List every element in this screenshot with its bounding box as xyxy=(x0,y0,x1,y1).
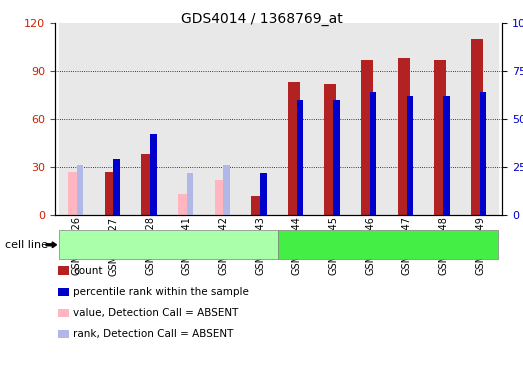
Bar xyxy=(389,23,425,215)
Bar xyxy=(352,23,389,215)
Bar xyxy=(435,60,446,215)
Bar xyxy=(205,23,242,215)
Bar xyxy=(462,23,498,215)
Bar xyxy=(444,96,450,215)
Bar xyxy=(187,173,193,215)
Bar xyxy=(113,159,120,215)
Bar xyxy=(407,96,413,215)
Text: cell line: cell line xyxy=(5,240,48,250)
Bar xyxy=(68,172,79,215)
Bar xyxy=(471,39,483,215)
Bar xyxy=(398,58,410,215)
Text: value, Detection Call = ABSENT: value, Detection Call = ABSENT xyxy=(73,308,238,318)
Bar xyxy=(297,100,303,215)
Bar xyxy=(150,134,156,215)
Bar xyxy=(223,165,230,215)
Bar xyxy=(324,84,336,215)
Bar xyxy=(77,165,83,215)
Bar xyxy=(260,173,267,215)
Bar xyxy=(59,23,95,215)
Bar xyxy=(361,60,373,215)
Bar xyxy=(242,23,278,215)
Bar xyxy=(95,23,132,215)
Bar xyxy=(132,23,168,215)
Bar xyxy=(214,180,226,215)
Bar xyxy=(168,23,205,215)
Bar xyxy=(288,82,300,215)
Text: CRI-G1-RS (rotenone sensitive): CRI-G1-RS (rotenone sensitive) xyxy=(308,240,470,250)
Bar xyxy=(141,154,153,215)
Bar xyxy=(425,23,462,215)
Text: CRI-G1-RR (rotenone resistant): CRI-G1-RR (rotenone resistant) xyxy=(88,240,249,250)
Bar xyxy=(178,194,190,215)
Bar xyxy=(315,23,352,215)
Bar xyxy=(333,100,340,215)
Text: GDS4014 / 1368769_at: GDS4014 / 1368769_at xyxy=(180,12,343,25)
Bar xyxy=(370,92,377,215)
Text: count: count xyxy=(73,266,103,276)
Bar xyxy=(105,172,116,215)
Bar xyxy=(480,92,486,215)
Bar xyxy=(251,196,263,215)
Bar xyxy=(278,23,315,215)
Text: percentile rank within the sample: percentile rank within the sample xyxy=(73,287,249,297)
Text: rank, Detection Call = ABSENT: rank, Detection Call = ABSENT xyxy=(73,329,234,339)
